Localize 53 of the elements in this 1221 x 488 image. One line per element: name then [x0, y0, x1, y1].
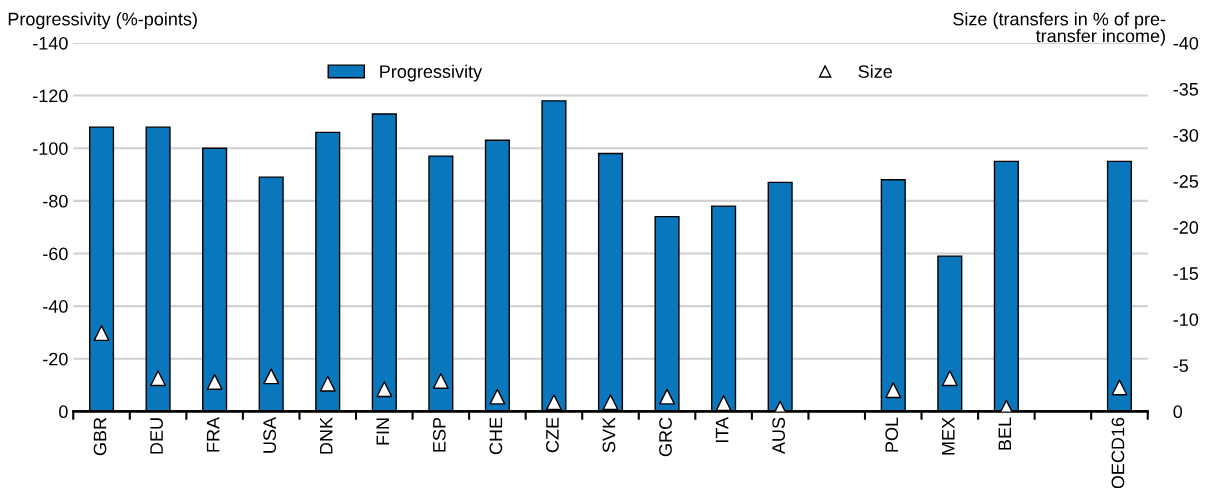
point — [206, 373, 223, 390]
point — [489, 388, 506, 405]
point — [602, 394, 619, 411]
point — [376, 381, 393, 398]
y-tick-label: -140 — [33, 36, 68, 50]
x-tick-label: AUS — [772, 417, 785, 455]
point — [715, 395, 732, 412]
x-tick-label: CZE — [546, 417, 559, 453]
x-tick-label: DEU — [150, 418, 163, 454]
y2-tick-label: -5 — [1173, 359, 1189, 373]
point — [659, 388, 676, 405]
y2-tick-label: -35 — [1173, 82, 1199, 96]
x-tick-label: MEX — [942, 417, 955, 455]
x-tick-label: OECD16 — [1111, 417, 1125, 488]
y2-tick-label: -20 — [1173, 221, 1199, 234]
point — [263, 368, 280, 385]
y2-tick-label: -10 — [1173, 313, 1199, 326]
x-tick-label: USA — [263, 416, 277, 453]
point — [1111, 379, 1128, 396]
x-tick-label: SVK — [602, 417, 616, 453]
x-tick-label: GBR — [93, 417, 107, 456]
x-tick-label: ITA — [715, 416, 729, 443]
y-tick-label: -20 — [43, 352, 68, 366]
y2-tick-label: 0 — [1173, 405, 1183, 419]
y-tick-label: -60 — [43, 247, 68, 261]
y-tick-label: -100 — [33, 142, 68, 155]
y-axis-title: Progressivity (%-points) — [8, 12, 197, 30]
x-tick-label: BEL — [998, 417, 1012, 450]
x-tick-label: DNK — [319, 417, 333, 454]
x-tick-label: FIN — [376, 418, 389, 445]
x-tick-label: GRC — [659, 417, 672, 457]
y-tick-label: -40 — [43, 300, 68, 313]
legend-label: Size — [858, 64, 892, 78]
y-tick-label: -120 — [33, 89, 68, 103]
point — [93, 325, 110, 342]
y-tick-label: -80 — [43, 194, 68, 208]
y2-tick-label: -40 — [1173, 36, 1199, 50]
point — [150, 370, 167, 387]
point — [319, 375, 336, 392]
y2-axis-title: Size (transfers in % of pre- transfer income) — [953, 12, 1166, 46]
y2-tick-label: -15 — [1173, 267, 1199, 280]
y2-tick-label: -25 — [1173, 175, 1199, 188]
y2-tick-label: -30 — [1173, 128, 1199, 142]
x-tick-label: ESP — [432, 417, 446, 452]
x-tick-label: CHE — [489, 417, 503, 455]
point — [432, 373, 449, 389]
legend-label: Progressivity — [380, 64, 483, 82]
y-tick-label: 0 — [59, 405, 68, 419]
point — [545, 394, 562, 411]
point — [885, 382, 902, 399]
x-tick-label: FRA — [206, 416, 220, 452]
point — [941, 370, 958, 387]
x-tick-label: POL — [885, 417, 899, 452]
